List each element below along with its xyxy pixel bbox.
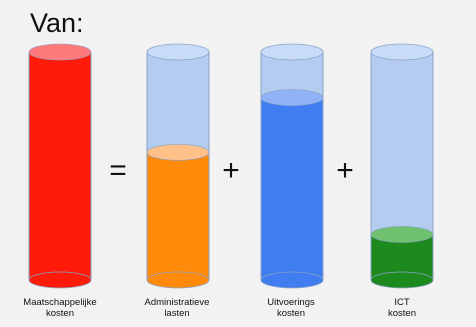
label-uitvoerings-kosten: Uitvoerings kosten [267, 297, 315, 319]
plus-operator-2: + [336, 154, 354, 187]
tube-surface-administratieve-lasten [146, 144, 210, 161]
label-ict-kosten: ICT kosten [388, 297, 416, 319]
tube-surface-maatschappelijke-kosten [28, 43, 92, 61]
tube-top-uitvoerings-kosten [260, 43, 324, 61]
plus-operator-1: + [222, 154, 240, 187]
equals-operator: = [109, 154, 127, 187]
tube-empty-administratieve-lasten [147, 52, 209, 153]
tube-fill-uitvoerings-kosten [261, 97, 323, 280]
label-maatschappelijke-kosten: Maatschappelijke kosten [23, 297, 97, 319]
tube-top-administratieve-lasten [146, 43, 210, 61]
tube-bottom-administratieve-lasten [146, 271, 210, 289]
tube-bottom-uitvoerings-kosten [260, 271, 324, 289]
tube-top-ict-kosten [370, 43, 434, 61]
tube-fill-administratieve-lasten [147, 152, 209, 280]
tube-fill-maatschappelijke-kosten [29, 52, 91, 280]
tube-empty-ict-kosten [371, 52, 433, 235]
tube-surface-uitvoerings-kosten [260, 89, 324, 106]
diagram-title: Van: [30, 8, 84, 38]
label-administratieve-lasten: Administratieve lasten [144, 297, 210, 319]
tube-bottom-ict-kosten [370, 271, 434, 289]
tube-bottom-maatschappelijke-kosten [28, 271, 92, 289]
tube-surface-ict-kosten [370, 226, 434, 243]
